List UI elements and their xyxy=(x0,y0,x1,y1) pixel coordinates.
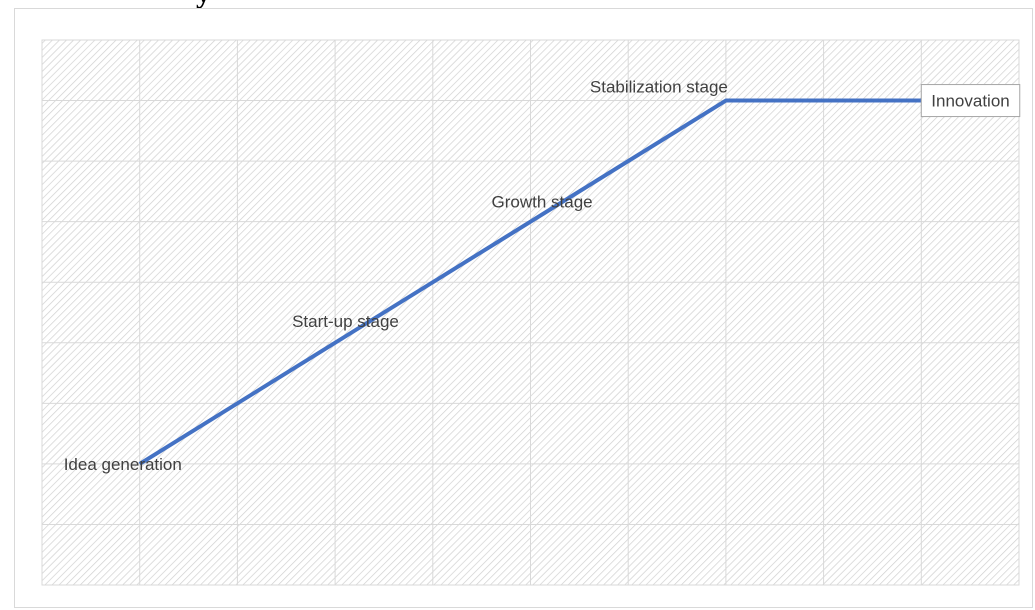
annotation-stabilization: Stabilization stage xyxy=(590,78,728,97)
annotation-growth: Growth stage xyxy=(492,193,593,212)
annotation-innovation-text: Innovation xyxy=(931,92,1009,111)
annotation-innovation-box xyxy=(920,84,1021,118)
cropped-caption-fragment: y xyxy=(196,0,236,8)
plot-border xyxy=(41,39,1020,586)
series-line xyxy=(138,98,922,466)
cropped-caption-text: y xyxy=(196,0,211,8)
annotation-innovation: Innovation xyxy=(920,84,1021,118)
annotations: Idea generation Start-up stage Growth stag… xyxy=(64,78,1021,474)
annotation-startup: Start-up stage xyxy=(292,312,399,331)
annotation-idea: Idea generation xyxy=(64,455,182,474)
